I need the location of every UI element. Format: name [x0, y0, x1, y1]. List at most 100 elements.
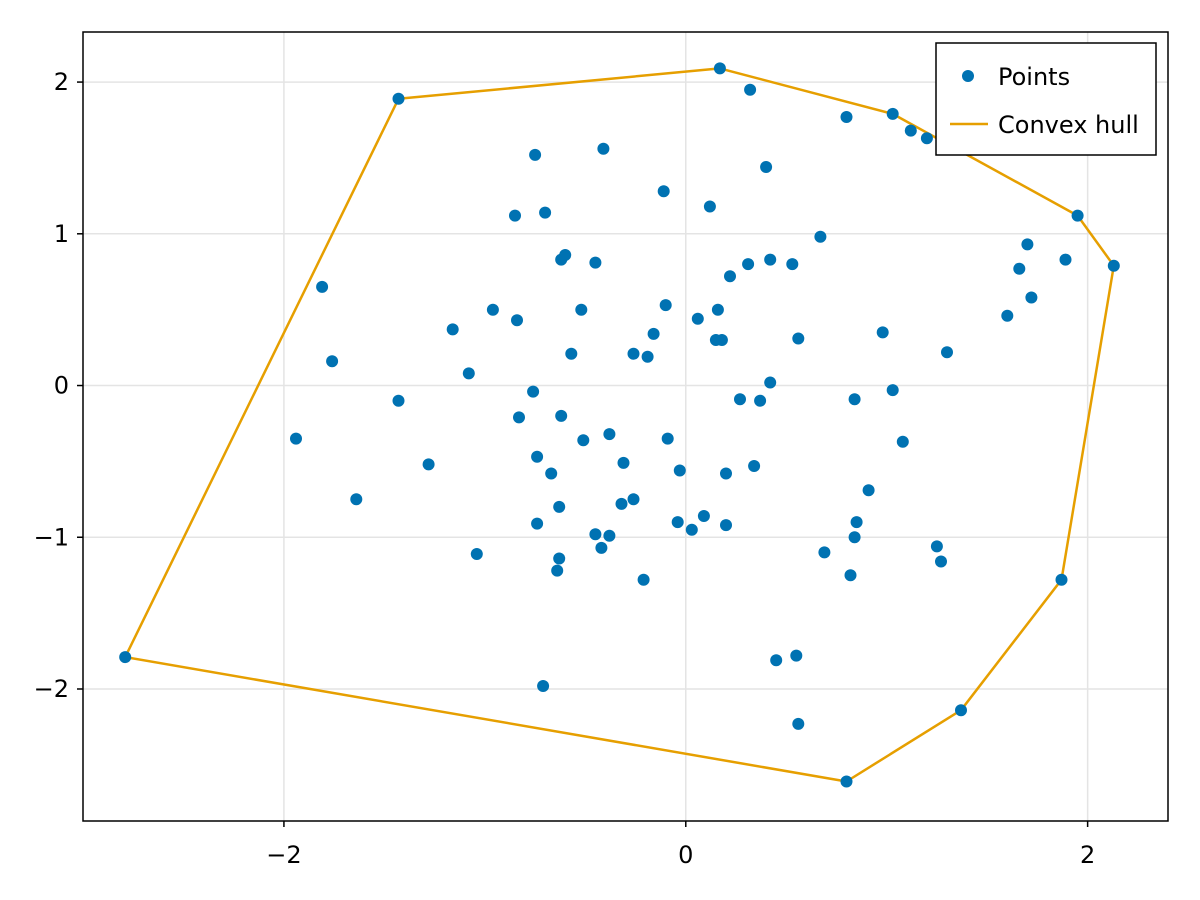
y-tick-label: 2 — [54, 68, 69, 96]
scatter-point — [537, 680, 550, 692]
scatter-point — [697, 510, 710, 522]
scatter-point — [553, 500, 566, 513]
y-tick-label: 1 — [54, 220, 69, 248]
scatter-point — [555, 253, 568, 266]
scatter-point — [539, 206, 552, 219]
scatter-point — [553, 552, 566, 565]
legend-label-points: Points — [998, 63, 1070, 91]
scatter-point — [691, 312, 704, 325]
scatter-point — [1021, 238, 1034, 251]
scatter-point — [703, 200, 716, 213]
scatter-point — [422, 458, 435, 471]
convex-hull-line — [124, 67, 1116, 783]
scatter-point — [577, 434, 590, 447]
scatter-point — [715, 334, 728, 346]
scatter-point — [1107, 259, 1120, 272]
scatter-point — [1025, 291, 1038, 304]
scatter-point — [754, 394, 767, 407]
legend-point-marker — [962, 70, 974, 82]
scatter-point — [850, 516, 863, 529]
scatter-point — [1013, 262, 1026, 275]
scatter-point — [848, 531, 861, 544]
scatter-point — [545, 467, 558, 480]
scatter-point — [647, 327, 660, 340]
scatter-point — [290, 432, 302, 445]
scatter-point — [555, 409, 568, 422]
x-tick-label: 2 — [1080, 841, 1095, 869]
scatter-point — [615, 497, 628, 510]
scatter-point — [734, 393, 746, 406]
scatter-point — [744, 83, 757, 96]
scatter-point — [818, 546, 831, 559]
scatter-point — [848, 393, 861, 406]
scatter-point — [326, 355, 339, 368]
scatter-point — [641, 350, 654, 363]
legend-box — [935, 42, 1157, 156]
scatter-point — [350, 493, 363, 506]
scatter-point — [529, 148, 542, 161]
scatter-point — [886, 107, 899, 120]
scatter-point — [661, 432, 674, 445]
scatter-point — [565, 347, 578, 360]
scatter-point — [659, 299, 672, 312]
scatter-point — [589, 528, 602, 541]
y-tick-label: −1 — [34, 523, 69, 551]
scatter-point — [685, 523, 698, 536]
scatter-point — [595, 541, 608, 554]
scatter-point — [509, 209, 521, 222]
scatter-point — [792, 717, 805, 730]
scatter-point — [760, 161, 773, 173]
scatter-point — [531, 450, 544, 463]
scatter-point — [446, 323, 459, 336]
scatter-point — [876, 326, 889, 339]
scatter-point — [724, 270, 736, 283]
scatter-point — [1059, 253, 1072, 266]
scatter-point — [551, 564, 564, 577]
scatter-point — [1001, 309, 1014, 322]
scatter-point — [486, 303, 499, 316]
scatter-point — [742, 258, 755, 271]
scatter-point — [786, 258, 799, 271]
y-tick-label: 0 — [54, 372, 69, 400]
scatter-point — [840, 775, 853, 788]
scatter-point — [1055, 573, 1068, 586]
scatter-point — [720, 467, 732, 480]
scatter-point — [935, 555, 947, 568]
scatter-point — [671, 516, 684, 529]
plot-frame — [82, 31, 1169, 822]
scatter-point — [657, 185, 670, 198]
scatter-point — [603, 428, 616, 441]
scatter-point — [511, 314, 523, 327]
scatter-point — [904, 124, 917, 137]
scatter-point — [316, 280, 329, 293]
scatter-point — [930, 540, 943, 553]
scatter-point — [589, 256, 602, 269]
scatter-point — [1071, 209, 1084, 222]
legend-label-convex-hull: Convex hull — [998, 111, 1139, 139]
grid-layer — [83, 32, 1168, 821]
scatter-point — [844, 569, 857, 582]
scatter-point — [790, 649, 803, 662]
scatter-point — [617, 456, 630, 469]
scatter-point — [673, 464, 686, 477]
scatter-point — [603, 529, 616, 542]
scatter-point — [955, 704, 967, 717]
legend: Points Convex hull — [935, 42, 1157, 156]
scatter-point — [896, 435, 909, 448]
x-tick-label: −2 — [266, 841, 301, 869]
scatter-point — [748, 460, 761, 472]
scatter-point — [470, 548, 483, 560]
scatter-point — [862, 484, 875, 497]
scatter-point — [720, 519, 732, 532]
scatter-point — [119, 651, 132, 664]
scatter-point — [770, 654, 783, 667]
scatter-point — [527, 385, 540, 398]
scatter-point — [764, 376, 777, 389]
scatter-point — [462, 367, 475, 380]
scatter-point — [886, 384, 899, 397]
scatter-point — [814, 230, 827, 243]
y-tick-label: −2 — [34, 675, 69, 703]
scatter-point — [392, 394, 405, 407]
scatter-point — [627, 493, 640, 506]
